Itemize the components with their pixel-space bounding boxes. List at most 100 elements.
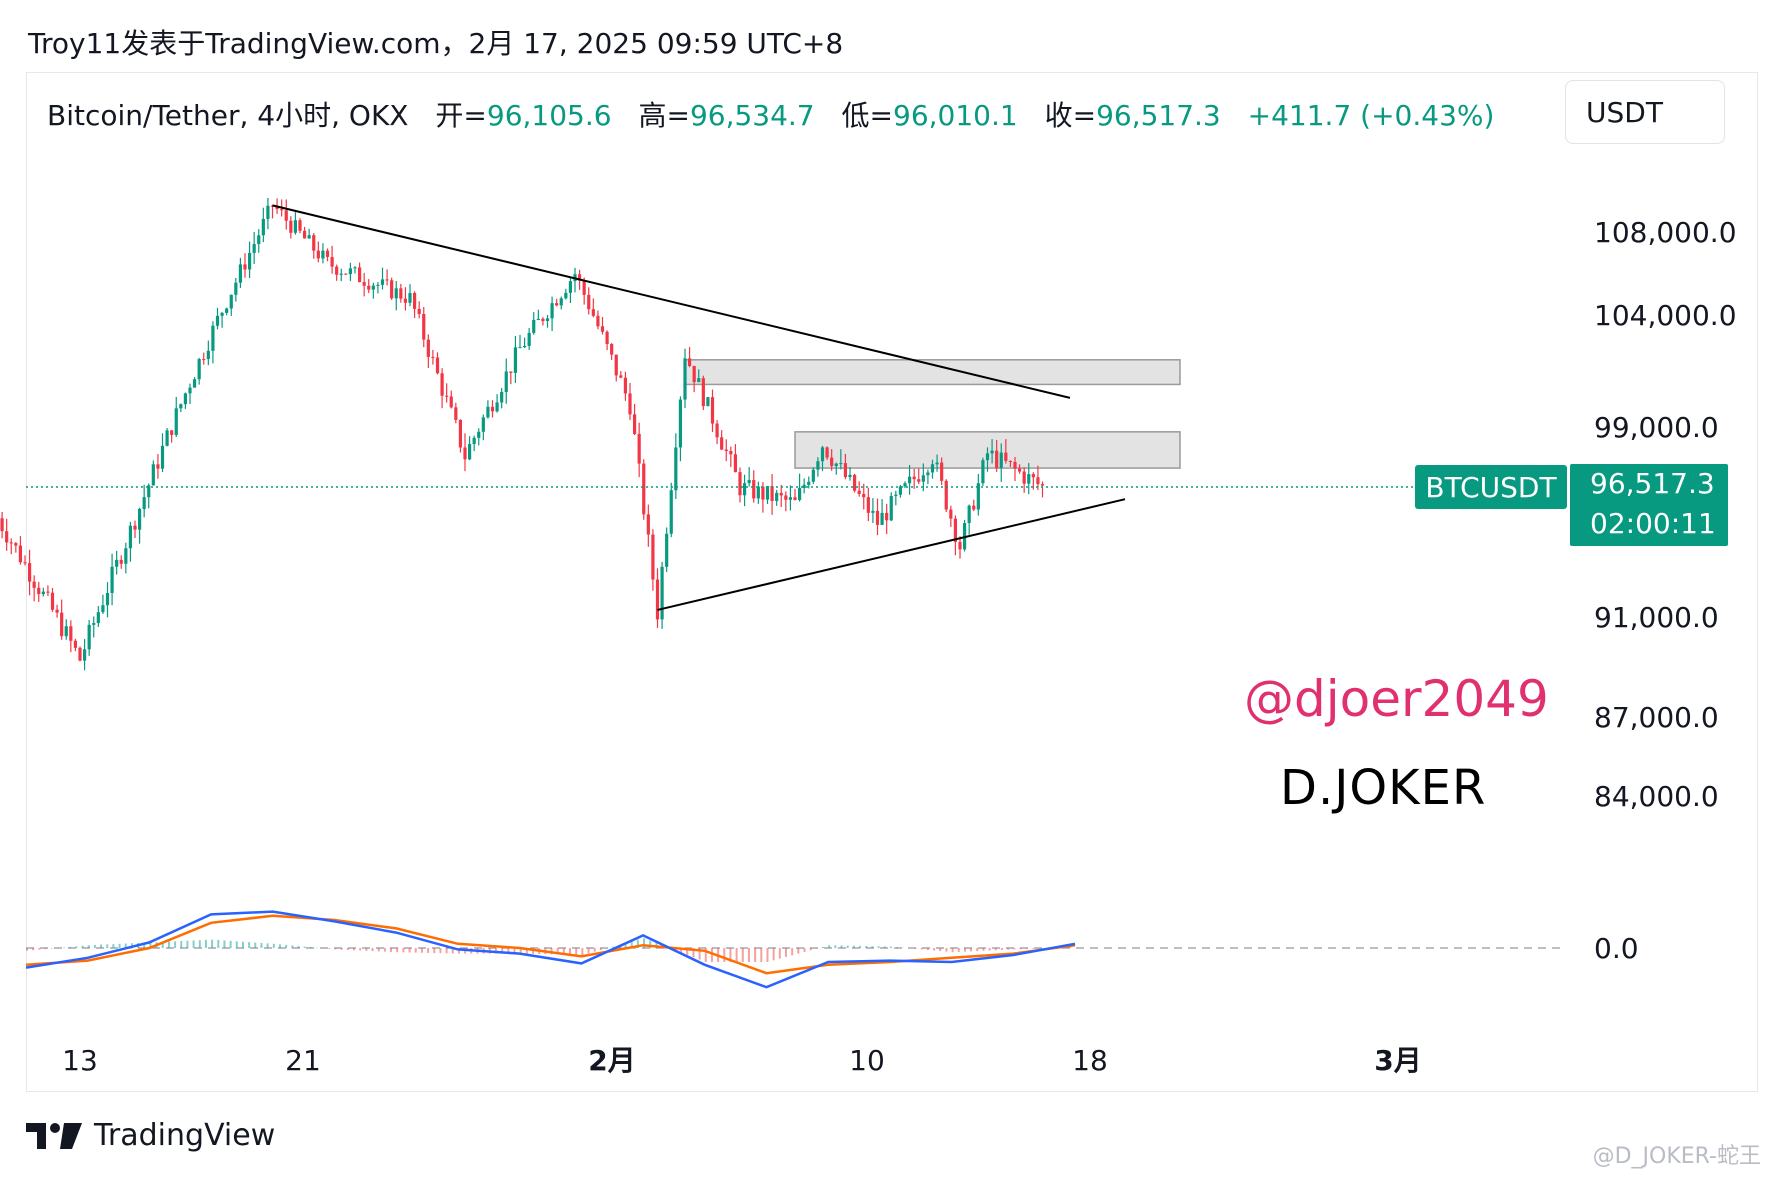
candle-body [912,476,916,480]
macd-histogram-bar [75,946,78,948]
macd-histogram-bar [569,948,572,955]
candle-body [926,472,930,476]
candle-body [894,494,898,496]
legend-high-value: 96,534.7 [689,99,815,132]
candle-body [174,408,178,435]
macd-histogram-bar [809,948,812,951]
macd-histogram-bar [834,945,837,948]
candle-body [747,480,751,484]
candle-body [348,268,353,275]
candle-body [367,285,371,290]
candle-body [390,280,394,299]
macd-histogram-bar [513,948,516,954]
candle-body [458,419,463,448]
macd-histogram-bar [420,948,423,953]
x-axis-tick-label: 13 [62,1044,98,1077]
candle-body [1008,460,1013,462]
macd-histogram-bar [266,943,269,948]
candle-body [752,480,756,499]
macd-histogram-bar [692,948,695,958]
candle-body [820,447,825,462]
macd-histogram-bar [167,941,170,948]
candle-body [788,497,793,500]
candle-body [976,483,980,510]
candle-body [357,267,362,283]
macd-histogram-bar [118,943,121,948]
candle-body [619,375,623,378]
candle-body [811,469,815,482]
macd-histogram-bar [624,943,627,948]
macd-histogram-bar [248,942,251,948]
candle-body [706,397,710,407]
candle-body [394,288,398,299]
candle-body [330,256,334,267]
candle-body [234,282,238,295]
candle-body [73,640,78,648]
macd-histogram-bar [235,941,238,948]
candle-body [857,490,861,494]
macd-histogram-bar [69,946,72,948]
macd-histogram-bar [865,946,868,948]
macd-histogram-bar [371,948,374,952]
candle-body [660,566,664,620]
candle-body [504,371,508,392]
macd-histogram-bar [93,944,96,948]
candle-body [536,318,540,320]
candle-body [206,350,210,360]
macd-histogram-bar [846,945,849,948]
tradingview-logo[interactable]: TradingView [26,1118,275,1153]
macd-histogram-bar [180,941,183,948]
macd-histogram-bar [784,948,787,957]
candle-body [802,484,806,488]
watermark-handle: @djoer2049 [1244,670,1549,728]
candle-body [967,505,971,524]
candle-body [115,559,119,567]
candle-body [454,407,458,420]
macd-histogram-bar [723,948,726,962]
candle-body [137,508,142,530]
candle-body [972,505,976,510]
macd-histogram-bar [556,948,559,955]
candle-body [32,581,36,588]
macd-histogram-bar [241,941,244,948]
macd-histogram-bar [507,948,510,954]
chart-frame[interactable] [26,72,1758,1092]
macd-histogram-bar [871,946,874,948]
candle-body [110,566,114,594]
macd-histogram-bar [106,944,109,948]
candle-body [101,605,105,613]
macd-histogram-bar [1000,948,1003,950]
candle-body [701,378,705,407]
candle-body [426,339,430,357]
macd-histogram-bar [575,948,578,955]
candle-body [623,377,628,394]
candle-body [408,292,412,303]
macd-histogram-bar [285,944,288,948]
candle-body [742,483,747,496]
candle-body [124,548,128,564]
currency-button[interactable]: USDT [1565,80,1725,144]
candle-body [674,447,678,491]
candle-body [188,387,192,394]
candle-body [82,649,87,661]
candle-body [151,464,155,486]
candle-body [875,510,880,525]
candle-body [247,252,252,270]
watermark-name: D.JOKER [1280,760,1487,816]
candle-body [417,308,421,314]
macd-histogram-bar [680,948,683,953]
candle-body [793,497,797,500]
y-axis-tick-label: 104,000.0 [1594,299,1737,332]
candle-body [577,274,582,281]
macd-histogram-bar [889,946,892,948]
macd-histogram-bar [686,948,689,955]
candle-body [880,512,884,525]
macd-histogram-bar [525,948,528,954]
macd-histogram-bar [562,948,565,955]
candle-body [816,461,820,470]
candle-body [545,318,550,322]
macd-histogram-bar [587,948,590,954]
tradingview-logo-icon [26,1122,82,1149]
candle-body [105,593,110,606]
